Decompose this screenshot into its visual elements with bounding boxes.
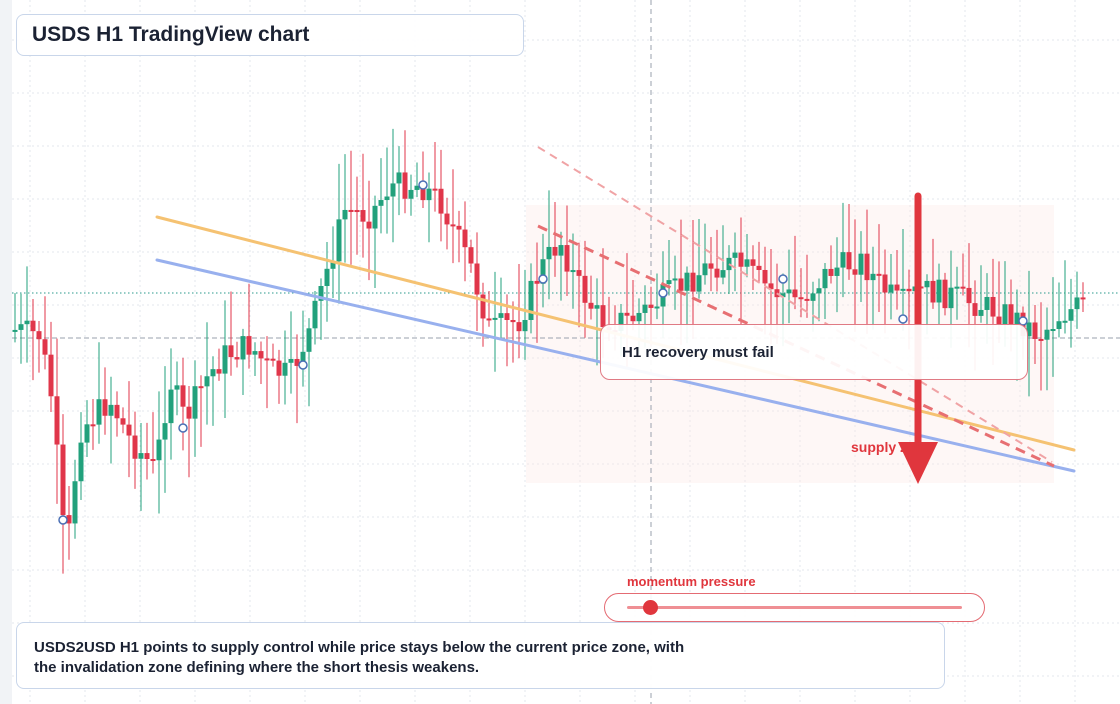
summary-line-1: USDS2USD H1 points to supply control whi…	[34, 639, 685, 656]
summary-line-2: the invalidation zone defining where the…	[34, 659, 480, 676]
momentum-slider[interactable]	[604, 593, 985, 622]
swing-markers	[58, 180, 1028, 525]
page-title: USDS H1 TradingView chart	[32, 23, 310, 46]
trendline-red-light-dashed[interactable]	[537, 146, 1053, 463]
left-axis-strip	[0, 0, 12, 704]
momentum-label: momentum pressure	[627, 574, 756, 589]
summary-card: USDS2USD H1 points to supply control whi…	[16, 622, 945, 689]
candles	[12, 128, 1086, 574]
slider-knob-icon[interactable]	[642, 600, 658, 615]
down-arrow-icon	[898, 192, 938, 484]
trendline-red-dashed[interactable]	[537, 224, 1055, 468]
title-card: USDS H1 TradingView chart	[16, 14, 524, 56]
callout-card: H1 recovery must fail	[600, 324, 1028, 380]
supply-zone-label: supply zone	[851, 439, 932, 455]
callout-text: H1 recovery must fail	[622, 343, 774, 361]
momentum-track[interactable]	[627, 606, 962, 609]
